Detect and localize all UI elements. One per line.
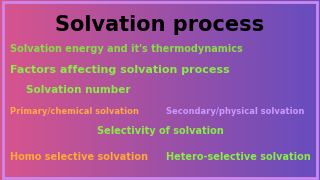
Text: Homo selective solvation: Homo selective solvation [10,152,148,162]
Text: Selectivity of solvation: Selectivity of solvation [97,126,223,136]
Text: Secondary/physical solvation: Secondary/physical solvation [166,107,305,116]
Text: Factors affecting solvation process: Factors affecting solvation process [10,65,229,75]
Text: Primary/chemical solvation: Primary/chemical solvation [10,107,139,116]
Text: Solvation number: Solvation number [26,85,130,95]
Text: Solvation process: Solvation process [55,15,265,35]
Text: Hetero-selective solvation: Hetero-selective solvation [166,152,311,162]
Text: Solvation energy and it's thermodynamics: Solvation energy and it's thermodynamics [10,44,242,54]
